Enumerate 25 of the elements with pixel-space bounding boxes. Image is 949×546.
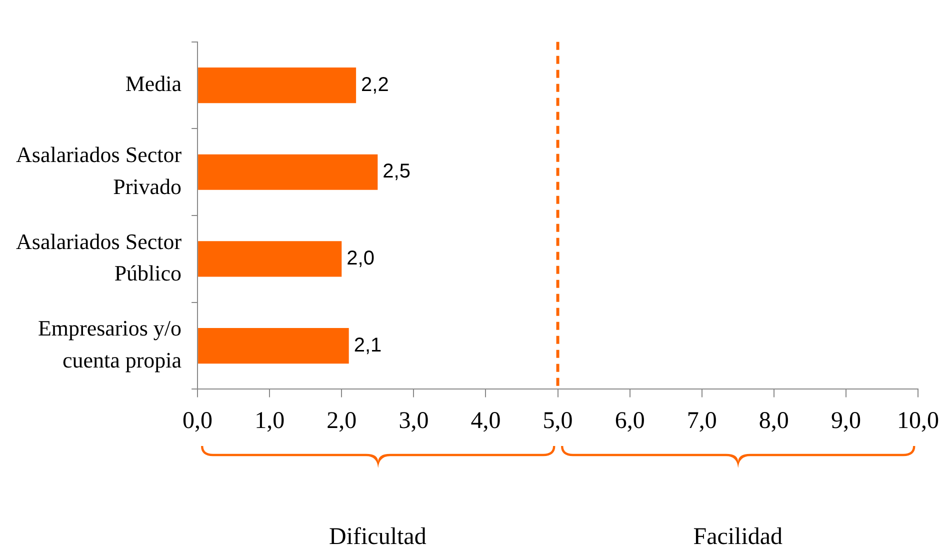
x-tick-label: 1,0 bbox=[254, 408, 285, 434]
bar bbox=[198, 241, 342, 277]
data-label: 2,5 bbox=[382, 160, 410, 183]
bar bbox=[198, 68, 356, 104]
y-tick-label: Asalariados Sector Privado bbox=[16, 142, 182, 199]
x-tick-label: 8,0 bbox=[758, 408, 789, 434]
x-tick-label: 3,0 bbox=[398, 408, 429, 434]
x-tick-label: 10,0 bbox=[897, 408, 939, 434]
x-tick-label: 5,0 bbox=[542, 408, 573, 434]
bar bbox=[198, 154, 378, 190]
x-tick-label: 6,0 bbox=[614, 408, 645, 434]
x-tick-label: 9,0 bbox=[830, 408, 861, 434]
data-label: 2,2 bbox=[361, 74, 389, 96]
text: Dificultad bbox=[329, 524, 426, 546]
text: Facilidad bbox=[693, 524, 783, 546]
y-tick-label: Media bbox=[125, 71, 182, 96]
x-tick-label: 7,0 bbox=[686, 408, 717, 434]
data-label: 2,0 bbox=[346, 247, 374, 270]
bar bbox=[198, 328, 349, 364]
y-tick-label: Empresarios y/o cuenta propia bbox=[38, 316, 182, 373]
x-tick-label: 4,0 bbox=[470, 408, 501, 434]
x-tick-label: 0,0 bbox=[182, 408, 213, 434]
data-label: 2,1 bbox=[354, 334, 382, 356]
x-tick-label: 2,0 bbox=[326, 408, 357, 434]
y-tick-label: Asalariados Sector Público bbox=[16, 228, 182, 286]
